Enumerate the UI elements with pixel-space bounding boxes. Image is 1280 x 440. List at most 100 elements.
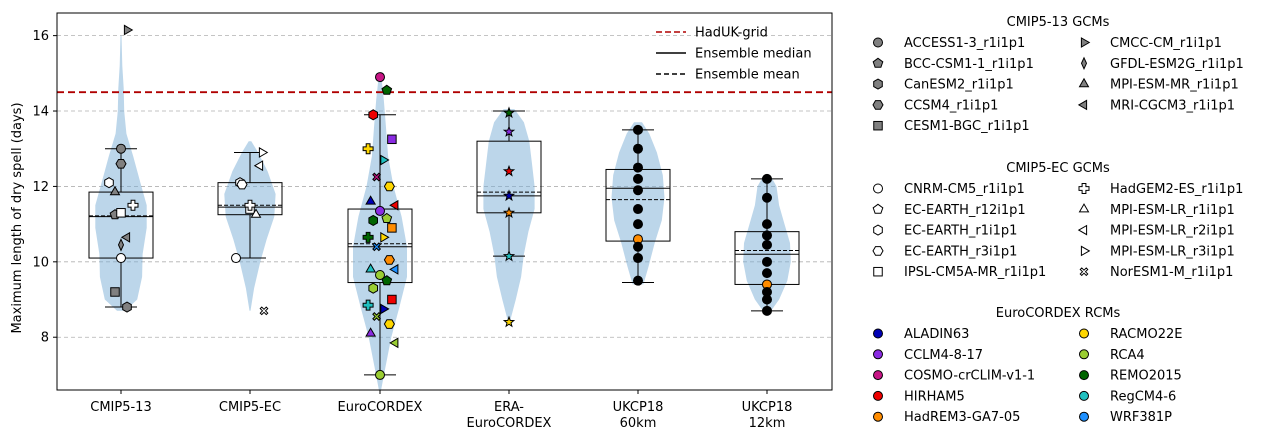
- legend-item-label: CanESM2_r1i1p1: [904, 78, 1014, 93]
- data-point: [258, 147, 269, 158]
- legend-marker: [1080, 56, 1088, 71]
- legend-marker: [1078, 183, 1090, 194]
- legend-marker: [1079, 349, 1089, 360]
- data-point: [236, 179, 248, 190]
- data-point: [375, 369, 385, 380]
- data-point: [362, 231, 374, 243]
- data-point: [762, 192, 772, 203]
- data-point: [375, 205, 385, 216]
- data-point: [259, 306, 269, 316]
- data-point: [120, 231, 131, 243]
- data-point: [762, 173, 772, 184]
- data-point: [231, 253, 241, 264]
- data-point: [762, 256, 772, 267]
- data-point: [380, 231, 390, 243]
- legend-item-label: NorESM1-M_r1i1p1: [1110, 265, 1233, 280]
- data-point: [387, 134, 397, 145]
- data-point: [368, 282, 378, 294]
- legend-marker: [873, 224, 883, 236]
- legend-marker: [873, 78, 883, 90]
- x-tick-label: EuroCORDEX: [338, 400, 423, 415]
- x-tick-label: EuroCORDEX: [467, 416, 552, 431]
- legend-marker: [1079, 390, 1089, 401]
- legend-marker: [1077, 224, 1088, 236]
- data-point: [502, 106, 516, 119]
- data-point: [389, 199, 399, 211]
- legend-item-label: HadGEM2-ES_r1i1p1: [1110, 182, 1243, 197]
- x-tick-label: ERA-: [494, 400, 524, 415]
- data-point: [244, 199, 256, 211]
- legend-item-label: HadREM3-GA7-05: [904, 410, 1020, 425]
- data-point: [762, 268, 772, 279]
- data-point: [389, 337, 399, 349]
- legend-marker: [873, 183, 883, 194]
- legend-line-label: Ensemble mean: [695, 68, 800, 83]
- data-point: [633, 253, 643, 264]
- legend-item-label: CMCC-CM_r1i1p1: [1110, 36, 1222, 51]
- data-point: [375, 270, 385, 281]
- data-point: [633, 219, 643, 230]
- legend-marker: [1077, 99, 1088, 111]
- data-point: [502, 189, 516, 202]
- data-point: [365, 263, 377, 273]
- data-point: [250, 208, 262, 218]
- data-point: [372, 172, 382, 182]
- data-point: [633, 143, 643, 154]
- data-point: [502, 315, 516, 328]
- data-point: [380, 303, 390, 315]
- data-point: [381, 275, 393, 286]
- data-point: [383, 255, 395, 265]
- data-point: [633, 124, 643, 135]
- data-point: [502, 249, 516, 262]
- data-point: [387, 223, 397, 233]
- legend-marker: [873, 411, 883, 422]
- y-tick-label: 8: [41, 331, 49, 346]
- data-point: [502, 164, 516, 177]
- data-point: [368, 214, 378, 226]
- x-tick-label: CMIP5-EC: [219, 400, 281, 415]
- legend-marker: [873, 37, 883, 48]
- data-point: [762, 230, 772, 241]
- legend-item-label: EC-EARTH_r12i1p1: [904, 203, 1026, 218]
- legend-item-label: ACCESS1-3_r1i1p1: [904, 36, 1025, 51]
- line-legend: HadUK-grid Ensemble median Ensemble mean: [656, 26, 812, 83]
- data-point: [381, 212, 393, 223]
- data-point: [123, 24, 134, 36]
- legend-item-label: GFDL-ESM2G_r1i1p1: [1110, 57, 1244, 72]
- data-point: [383, 319, 395, 329]
- legend-item-label: COSMO-crCLIM-v1-1: [904, 369, 1035, 384]
- data-point: [502, 125, 516, 137]
- legend-marker: [1080, 245, 1091, 257]
- data-point: [633, 241, 643, 252]
- y-tick-label: 10: [32, 255, 49, 270]
- legend-item-label: CNRM-CM5_r1i1p1: [904, 182, 1025, 197]
- data-point: [116, 253, 126, 264]
- data-point: [381, 84, 393, 95]
- y-tick-label: 16: [32, 29, 49, 44]
- legend-item-label: CCSM4_r1i1p1: [904, 98, 998, 113]
- data-point: [104, 177, 114, 189]
- y-tick-label: 14: [32, 105, 49, 120]
- data-point: [387, 294, 397, 305]
- legend-marker: [1079, 411, 1089, 422]
- legend-marker: [872, 57, 884, 68]
- legend-item-label: IPSL-CM5A-MR_r1i1p1: [904, 265, 1046, 280]
- legend-marker: [1078, 77, 1090, 88]
- data-point: [502, 206, 516, 219]
- legend-marker: [1079, 267, 1089, 277]
- data-point: [365, 195, 377, 205]
- legend-item-label: MRI-CGCM3_r1i1p1: [1110, 98, 1235, 113]
- data-point: [116, 143, 126, 154]
- data-point: [117, 238, 125, 252]
- x-tick-label: 60km: [620, 416, 657, 431]
- legend-marker: [872, 246, 884, 256]
- legend-marker: [873, 370, 883, 381]
- marker-legend: CMIP5-13 GCMs ACCESS1-3_r1i1p1 BCC-CSM1-1_…: [872, 15, 1244, 425]
- y-axis-label: Maximum length of dry spell (days): [10, 102, 25, 333]
- data-point: [110, 287, 120, 297]
- legend-marker: [1079, 370, 1089, 381]
- legend-item-label: RACMO22E: [1110, 327, 1182, 342]
- legend-marker: [873, 328, 883, 339]
- data-point: [633, 204, 643, 215]
